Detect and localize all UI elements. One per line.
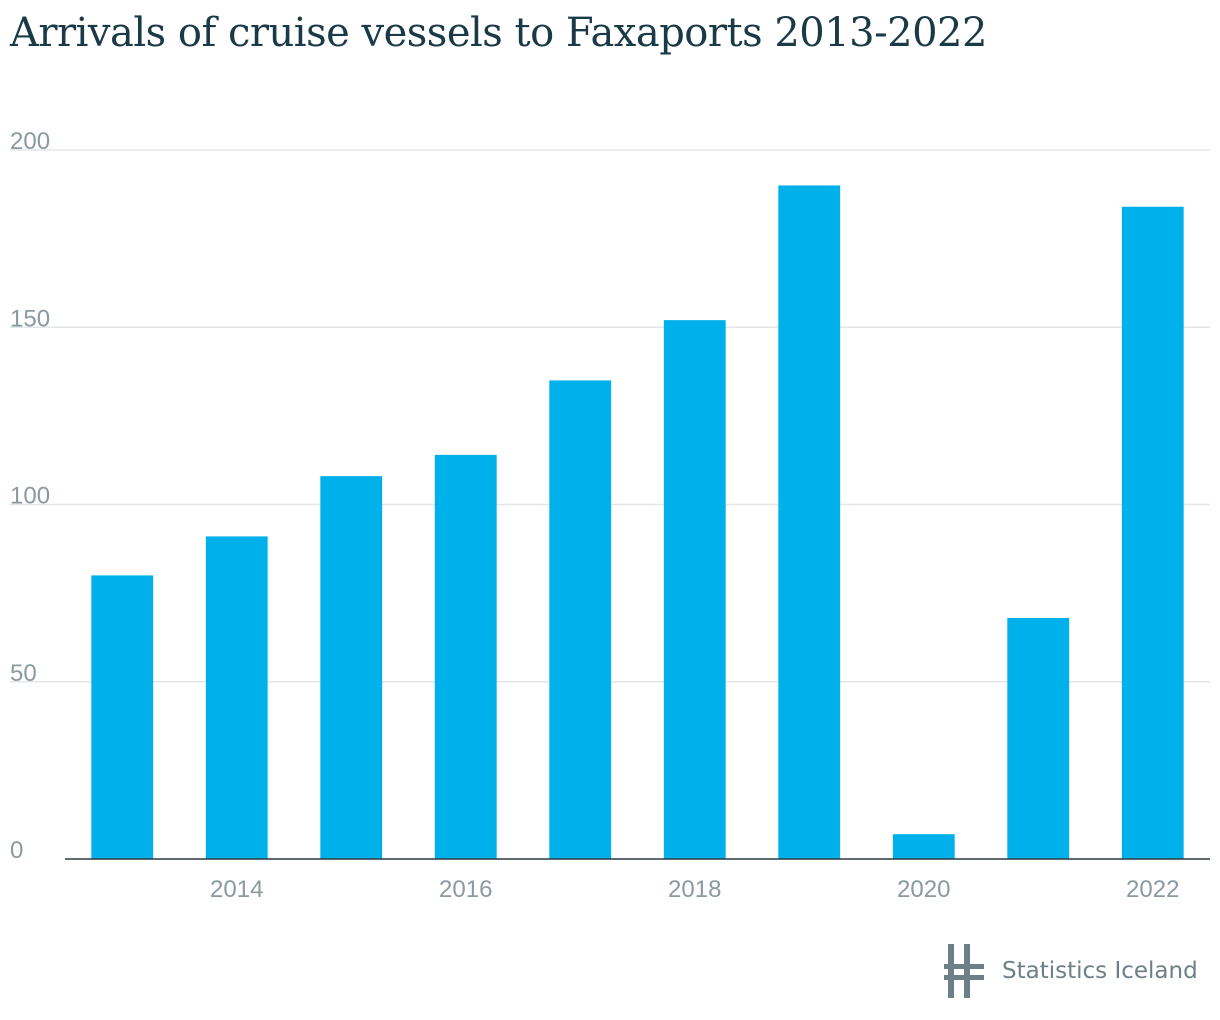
bar-2016: [434, 454, 497, 859]
chart-title: Arrivals of cruise vessels to Faxaports …: [10, 10, 987, 56]
x-tick-label-2018: 2018: [668, 876, 721, 903]
x-tick-label-2020: 2020: [897, 876, 950, 903]
y-tick-label-0: 0: [10, 837, 23, 864]
y-tick-label-100: 100: [10, 483, 50, 510]
statistics-iceland-logo-icon: [944, 944, 984, 998]
x-tick-label-2014: 2014: [210, 876, 263, 903]
bar-2019: [778, 185, 841, 859]
bar-2020: [892, 834, 955, 859]
y-tick-label-50: 50: [10, 660, 37, 687]
bar-2018: [663, 320, 726, 859]
bar-2015: [320, 476, 383, 859]
statistics-iceland-logo: Statistics Iceland: [944, 944, 1198, 998]
bar-2022: [1121, 206, 1184, 860]
x-tick-label-2022: 2022: [1126, 876, 1179, 903]
bar-2014: [205, 536, 268, 859]
x-axis-ticks: 2014 2016 2018 2020 2022: [210, 876, 1179, 903]
bar-2021: [1007, 617, 1070, 859]
source-label: Statistics Iceland: [1002, 958, 1198, 984]
bar-2013: [91, 575, 154, 859]
y-tick-label-150: 150: [10, 305, 50, 332]
x-tick-label-2016: 2016: [439, 876, 492, 903]
bars: [91, 185, 1184, 860]
bar-2017: [549, 380, 612, 859]
y-axis-ticks: 0 50 100 150 200: [10, 128, 50, 864]
y-tick-label-200: 200: [10, 128, 50, 155]
